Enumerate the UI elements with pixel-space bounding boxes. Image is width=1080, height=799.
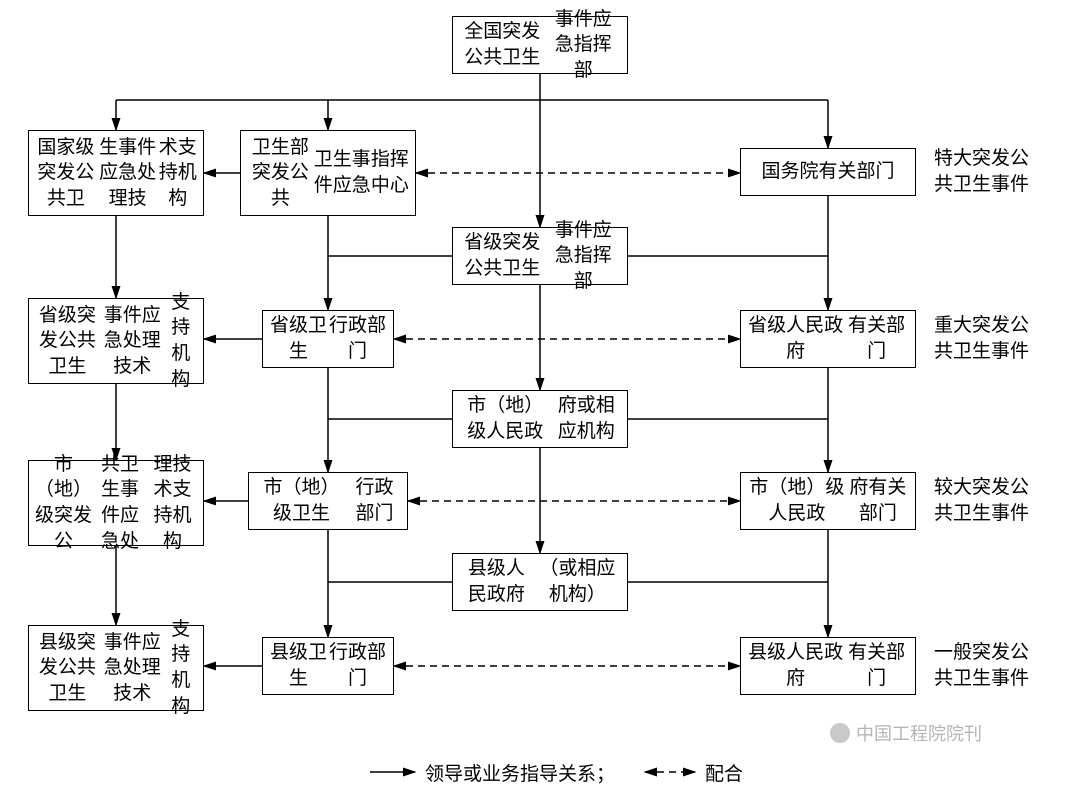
node-l1a: 国家级突发公共卫生事件应急处理技术支持机构 <box>28 130 204 216</box>
node-top: 全国突发公共卫生事件应急指挥部 <box>452 16 628 74</box>
node-mid1: 省级突发公共卫生事件应急指挥部 <box>452 227 628 285</box>
watermark: 中国工程院院刊 <box>830 720 982 746</box>
watermark-text: 中国工程院院刊 <box>856 720 982 746</box>
node-l4lab: 一般突发公共卫生事件 <box>934 640 1029 691</box>
node-mid2: 市（地）级人民政府或相应机构 <box>452 390 628 448</box>
node-l3c: 市（地）级人民政府有关部门 <box>740 472 916 530</box>
node-l2lab: 重大突发公共卫生事件 <box>934 313 1029 364</box>
node-l2c: 省级人民政府有关部门 <box>740 310 916 368</box>
node-l4b: 县级卫生行政部门 <box>262 637 394 695</box>
wechat-icon <box>830 723 850 743</box>
node-l1lab: 特大突发公共卫生事件 <box>934 146 1029 197</box>
node-l3b: 市（地）级卫生行政部门 <box>248 472 408 530</box>
node-mid3: 县级人民政府（或相应机构） <box>452 553 628 611</box>
node-l3lab: 较大突发公共卫生事件 <box>934 475 1029 526</box>
node-l3a: 市（地）级突发公共卫生事件应急处理技术支持机构 <box>28 460 204 546</box>
node-l4c: 县级人民政府有关部门 <box>740 637 916 695</box>
node-l2a: 省级突发公共卫生事件应急处理技术支持机构 <box>28 298 204 384</box>
node-l2b: 省级卫生行政部门 <box>262 310 394 368</box>
legend-dashed: 配合 <box>705 762 743 788</box>
node-l4a: 县级突发公共卫生事件应急处理技术支持机构 <box>28 625 204 711</box>
node-l1b: 卫生部突发公共卫生事件应急指挥中心 <box>240 130 416 216</box>
legend-solid: 领导或业务指导关系； <box>425 762 615 788</box>
node-l1c: 国务院有关部门 <box>740 148 916 196</box>
diagram-canvas: 全国突发公共卫生事件应急指挥部国家级突发公共卫生事件应急处理技术支持机构卫生部突… <box>0 0 1080 799</box>
